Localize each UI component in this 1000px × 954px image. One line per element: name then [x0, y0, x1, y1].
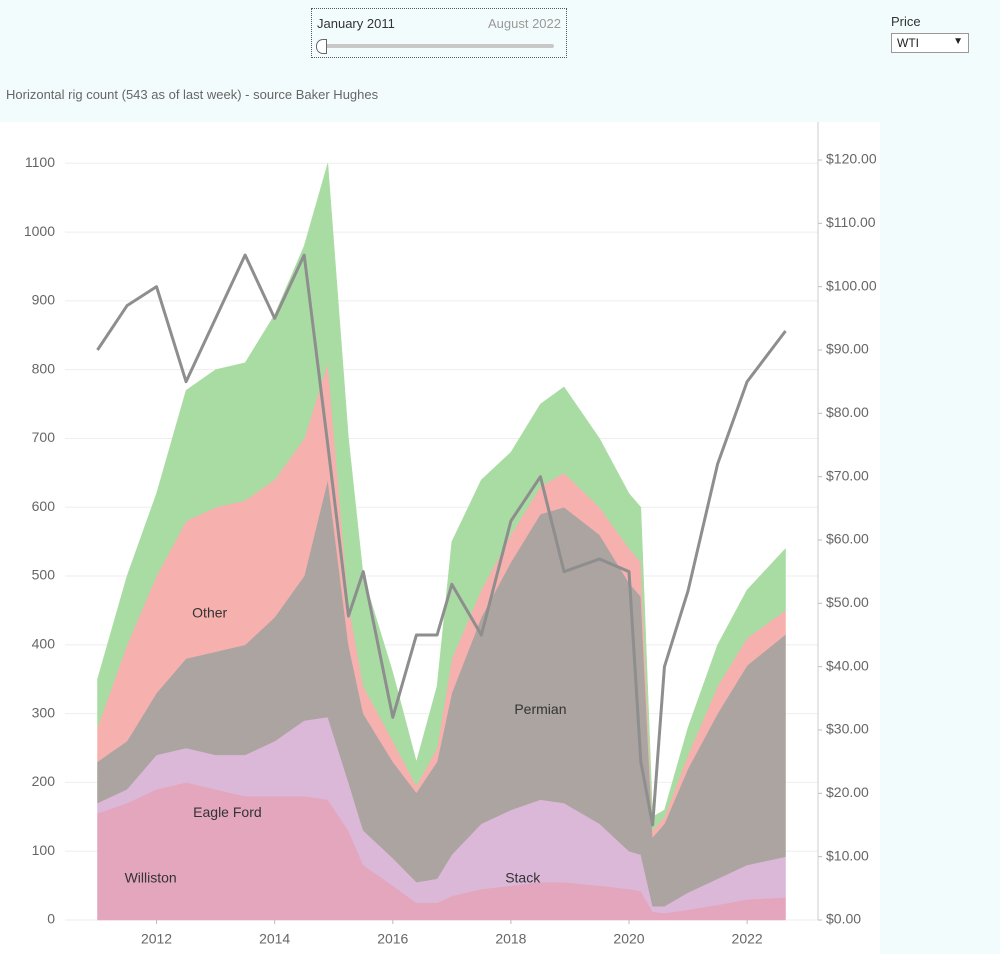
y-tick-label: 1000 — [24, 223, 55, 239]
price-dropdown[interactable]: WTI ▼ — [891, 33, 969, 53]
dropdown-arrow: ▼ — [953, 36, 963, 47]
x-tick-label: 2020 — [613, 931, 644, 947]
y2-tick-label: $110.00 — [826, 214, 876, 230]
slider-start: January 2011 — [317, 16, 395, 31]
y-tick-label: 900 — [32, 292, 56, 308]
y-tick-label: 600 — [32, 498, 56, 514]
date-slider[interactable]: January 2011 August 2022 — [311, 8, 567, 58]
y-tick-label: 100 — [32, 842, 56, 858]
x-tick-label: 2014 — [259, 931, 290, 947]
chart-title: Horizontal rig count (543 as of last wee… — [6, 87, 379, 102]
y2-tick-label: $80.00 — [826, 404, 869, 420]
y2-tick-label: $90.00 — [826, 341, 869, 357]
y-tick-label: 700 — [32, 429, 56, 445]
y2-tick-label: $60.00 — [826, 531, 869, 547]
x-tick-label: 2018 — [495, 931, 526, 947]
series-label: Stack — [505, 869, 541, 885]
series-label: Permian — [514, 701, 566, 717]
y2-tick-label: $50.00 — [826, 594, 869, 610]
price-line — [96, 253, 787, 827]
y-tick-label: 300 — [32, 704, 56, 720]
series-label: Eagle Ford — [193, 804, 261, 820]
y2-tick-label: $100.00 — [826, 277, 877, 293]
x-tick-label: 2016 — [377, 931, 408, 947]
series-label: Other — [192, 605, 227, 621]
y-tick-label: 0 — [47, 911, 55, 927]
x-tick-label: 2022 — [732, 931, 763, 947]
y-tick-label: 500 — [32, 567, 56, 583]
y2-tick-label: $70.00 — [826, 467, 869, 483]
y2-tick-label: $40.00 — [826, 657, 869, 673]
y2-tick-label: $30.00 — [826, 721, 869, 737]
y2-tick-label: $120.00 — [826, 151, 877, 167]
slider-end: August 2022 — [487, 16, 561, 31]
area — [97, 163, 786, 832]
dropdown-value: WTI — [897, 36, 919, 50]
x-tick-label: 2012 — [141, 931, 172, 947]
slider-knob[interactable] — [316, 39, 327, 54]
price-label: Price — [891, 14, 921, 29]
y2-tick-label: $10.00 — [826, 847, 869, 863]
y-tick-label: 200 — [32, 773, 56, 789]
y-tick-label: 400 — [32, 636, 56, 652]
y-tick-label: 1100 — [25, 154, 55, 170]
y2-tick-label: $20.00 — [826, 784, 869, 800]
series-label: Williston — [125, 869, 177, 885]
slider-track[interactable] — [322, 44, 554, 48]
y2-tick-label: $0.00 — [826, 911, 861, 927]
y-tick-label: 800 — [32, 360, 56, 376]
